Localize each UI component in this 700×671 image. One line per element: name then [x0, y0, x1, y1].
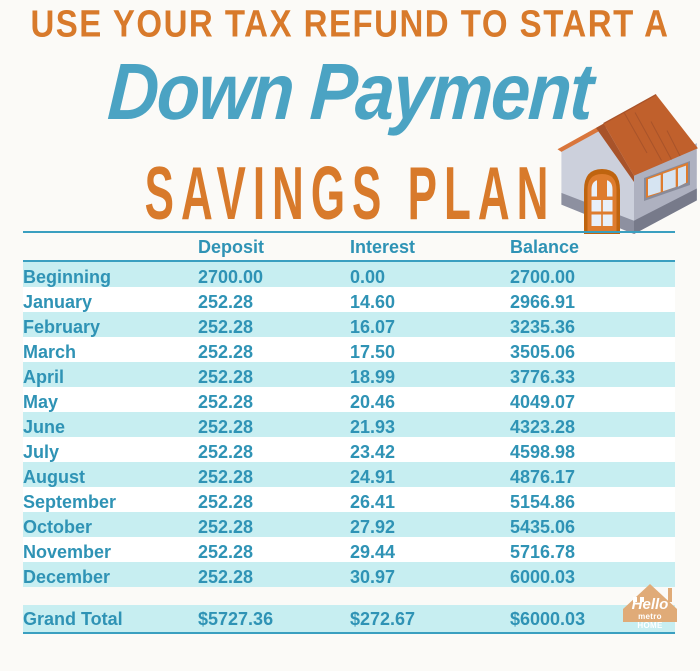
svg-text:Hello: Hello	[632, 596, 669, 613]
svg-text:HOME: HOME	[637, 621, 663, 630]
svg-text:metro: metro	[638, 612, 662, 621]
